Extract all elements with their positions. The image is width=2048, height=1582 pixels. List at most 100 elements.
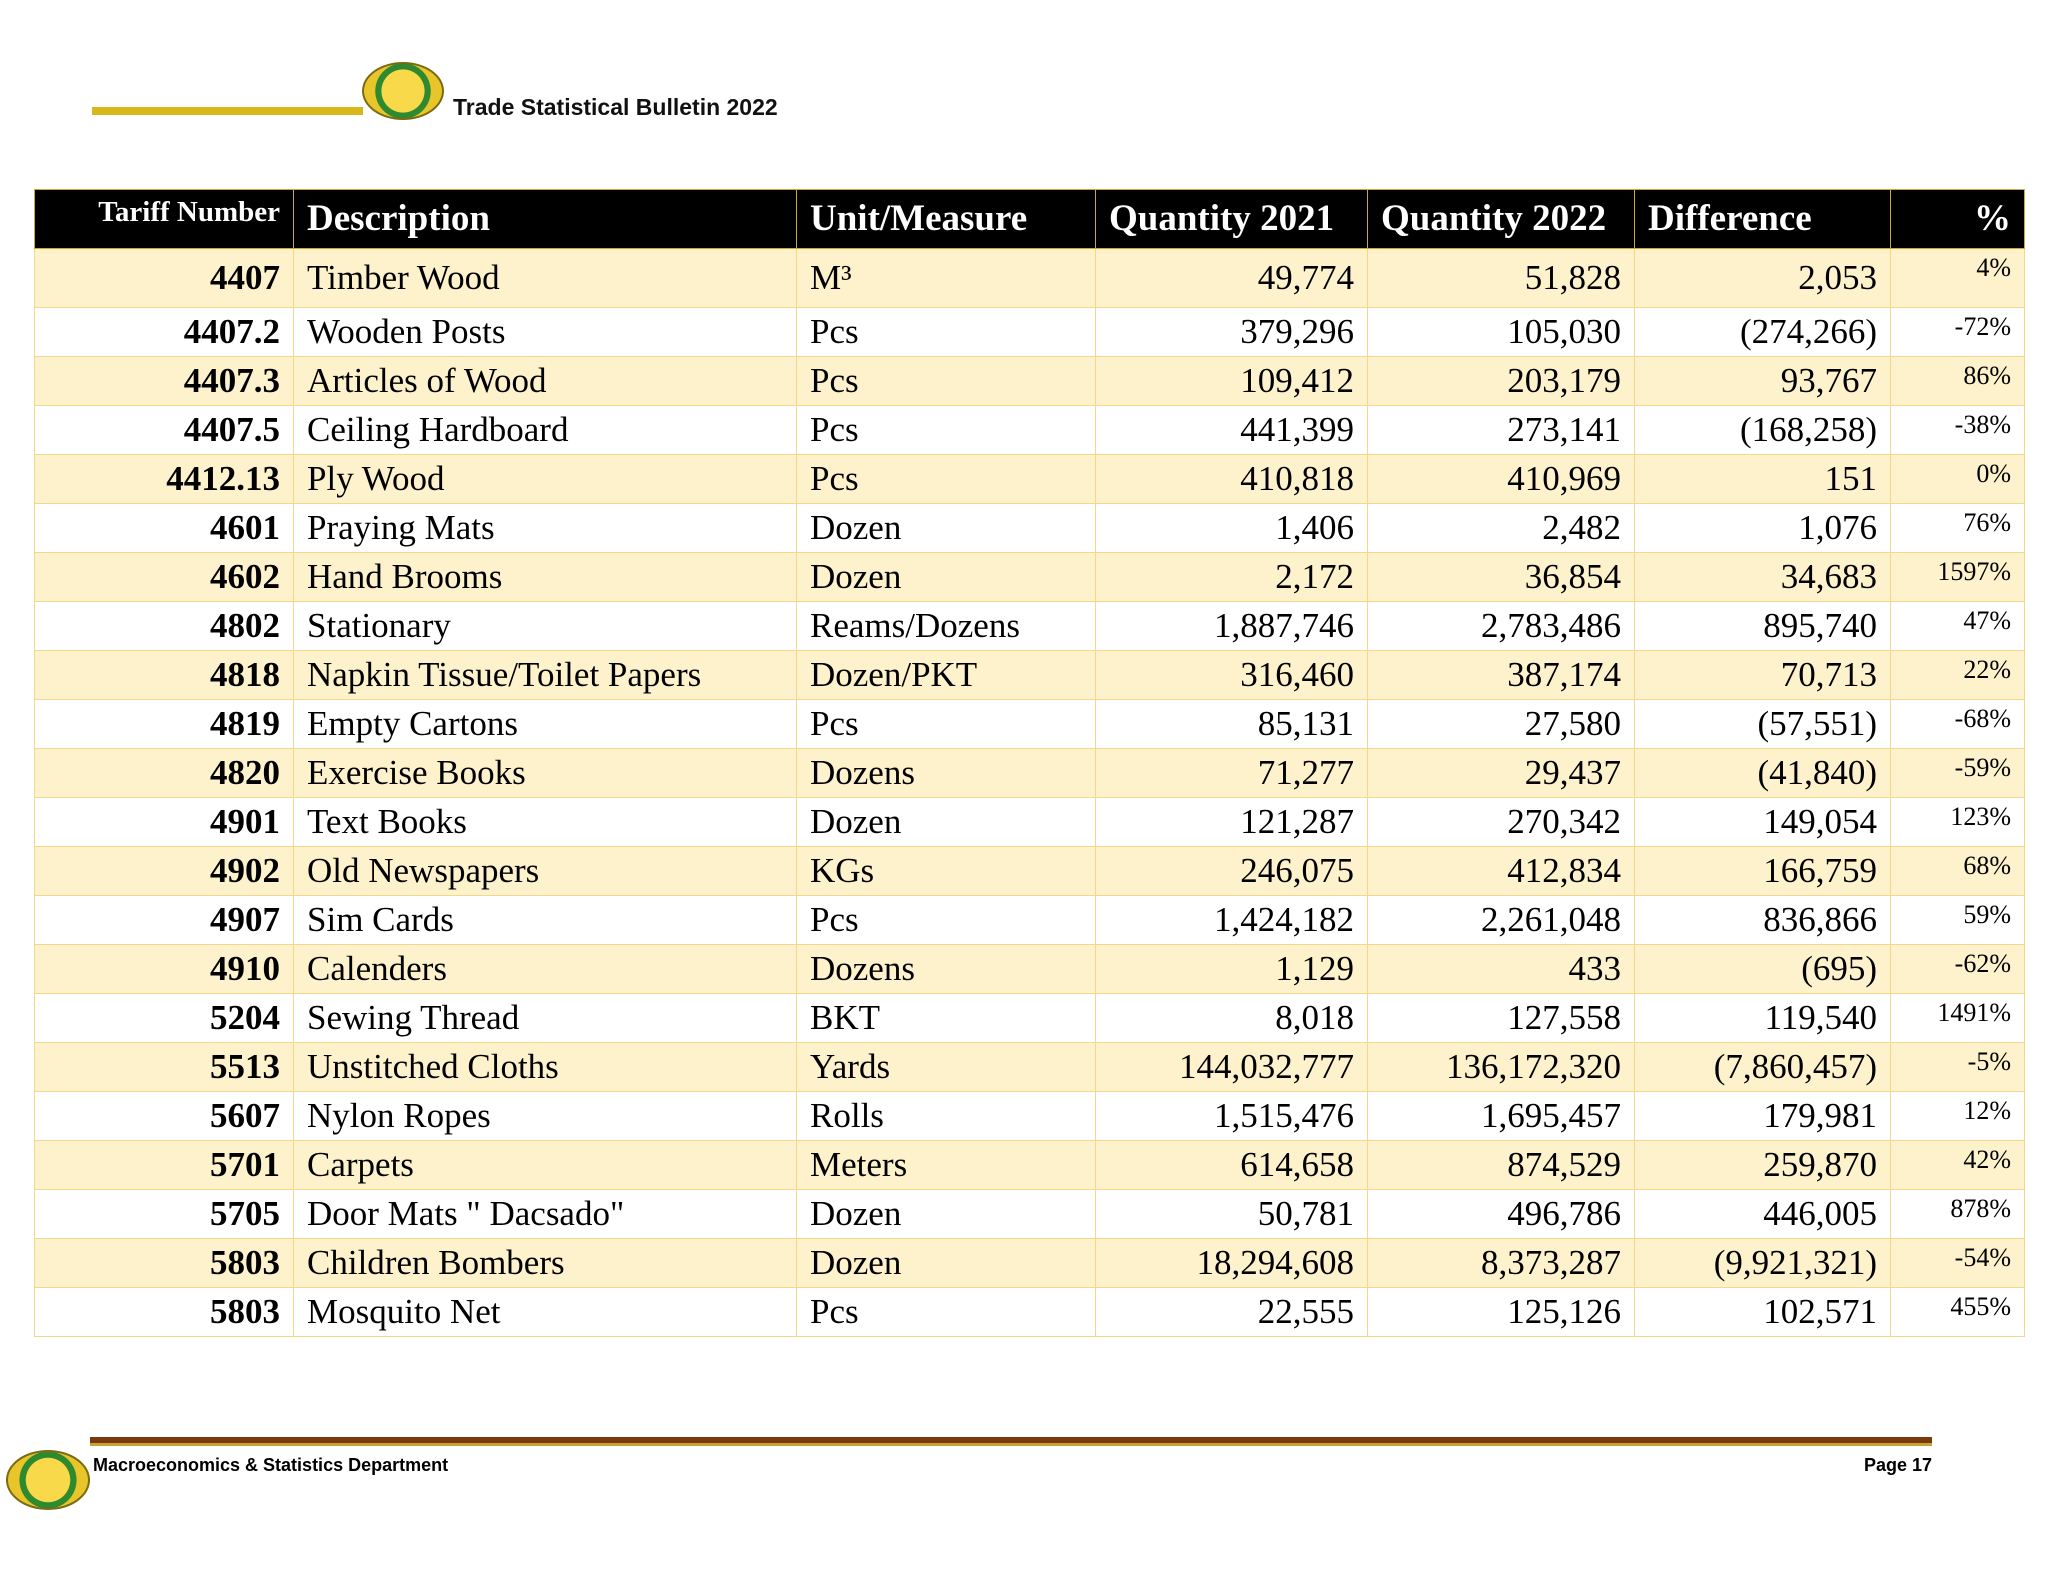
table-cell: 42%	[1890, 1140, 2025, 1190]
table-cell: 4802	[34, 601, 294, 651]
table-cell: Carpets	[293, 1140, 797, 1190]
table-cell: Yards	[796, 1042, 1096, 1092]
column-header: Unit/Measure	[796, 189, 1096, 249]
table-cell: -38%	[1890, 405, 2025, 455]
table-cell: Napkin Tissue/Toilet Papers	[293, 650, 797, 700]
table-row: 4820 Exercise Books Dozens 71,277 29,437 (41,…	[34, 748, 2025, 798]
table-cell: Pcs	[796, 895, 1096, 945]
table-cell: 4819	[34, 699, 294, 749]
table-cell: Old Newspapers	[293, 846, 797, 896]
table-cell: Rolls	[796, 1091, 1096, 1141]
table-cell: Stationary	[293, 601, 797, 651]
table-cell: Sewing Thread	[293, 993, 797, 1043]
table-cell: 1,515,476	[1095, 1091, 1368, 1141]
table-cell: Pcs	[796, 699, 1096, 749]
table-cell: 446,005	[1634, 1189, 1891, 1239]
table-cell: 47%	[1890, 601, 2025, 651]
table-cell: Timber Wood	[293, 248, 797, 308]
column-header: Description	[293, 189, 797, 249]
table-row: 4602 Hand Brooms Dozen 2,172 36,854 34,683 159…	[34, 552, 2025, 602]
table-cell: 8,018	[1095, 993, 1368, 1043]
table-cell: M³	[796, 248, 1096, 308]
table-cell: 259,870	[1634, 1140, 1891, 1190]
table-cell: 2,482	[1367, 503, 1635, 553]
table-cell: 93,767	[1634, 356, 1891, 406]
table-cell: 1,406	[1095, 503, 1368, 553]
table-cell: 5803	[34, 1238, 294, 1288]
table-cell: 22%	[1890, 650, 2025, 700]
table-cell: 0%	[1890, 454, 2025, 504]
table-cell: 119,540	[1634, 993, 1891, 1043]
table-cell: 4%	[1890, 248, 2025, 308]
table-row: 4818 Napkin Tissue/Toilet Papers Dozen/PKT…	[34, 650, 2025, 700]
table-cell: 179,981	[1634, 1091, 1891, 1141]
table-cell: Hand Brooms	[293, 552, 797, 602]
table-cell: 5701	[34, 1140, 294, 1190]
table-row: 4601 Praying Mats Dozen 1,406 2,482 1,076 76%	[34, 503, 2025, 553]
table-row: 5701 Carpets Meters 614,658 874,529 259,870 42…	[34, 1140, 2025, 1190]
table-cell: 441,399	[1095, 405, 1368, 455]
table-cell: 149,054	[1634, 797, 1891, 847]
table-cell: 2,172	[1095, 552, 1368, 602]
column-header: Quantity 2022	[1367, 189, 1635, 249]
table-cell: 316,460	[1095, 650, 1368, 700]
header-row: Tariff Number Description Unit/Measure Quan…	[34, 189, 2025, 249]
table-cell: 109,412	[1095, 356, 1368, 406]
table-cell: 1,695,457	[1367, 1091, 1635, 1141]
table-cell: Dozen	[796, 1238, 1096, 1288]
table-cell: 123%	[1890, 797, 2025, 847]
table-cell: 5204	[34, 993, 294, 1043]
column-header: Tariff Number	[34, 189, 294, 249]
table-cell: 4602	[34, 552, 294, 602]
table-cell: Dozens	[796, 944, 1096, 994]
table-cell: 36,854	[1367, 552, 1635, 602]
table-cell: (41,840)	[1634, 748, 1891, 798]
table-cell: 2,261,048	[1367, 895, 1635, 945]
table-cell: 246,075	[1095, 846, 1368, 896]
table-row: 5803 Children Bombers Dozen 18,294,608 8,373…	[34, 1238, 2025, 1288]
table-cell: Exercise Books	[293, 748, 797, 798]
table-cell: Dozens	[796, 748, 1096, 798]
table-cell: 71,277	[1095, 748, 1368, 798]
table-cell: 5513	[34, 1042, 294, 1092]
table-cell: Dozen	[796, 552, 1096, 602]
table-cell: 2,053	[1634, 248, 1891, 308]
table-cell: Pcs	[796, 454, 1096, 504]
table-row: 4407.2 Wooden Posts Pcs 379,296 105,030 (274,…	[34, 307, 2025, 357]
column-header: Difference	[1634, 189, 1891, 249]
table-cell: -72%	[1890, 307, 2025, 357]
table-cell: Pcs	[796, 405, 1096, 455]
table-cell: Wooden Posts	[293, 307, 797, 357]
table-cell: Ceiling Hardboard	[293, 405, 797, 455]
table-cell: 49,774	[1095, 248, 1368, 308]
table-cell: 1,424,182	[1095, 895, 1368, 945]
table-cell: 1597%	[1890, 552, 2025, 602]
table-cell: -54%	[1890, 1238, 2025, 1288]
table-cell: (57,551)	[1634, 699, 1891, 749]
table-cell: Dozen	[796, 503, 1096, 553]
table-cell: 136,172,320	[1367, 1042, 1635, 1092]
table-cell: 614,658	[1095, 1140, 1368, 1190]
table-cell: -62%	[1890, 944, 2025, 994]
table-cell: 1,887,746	[1095, 601, 1368, 651]
table-cell: 68%	[1890, 846, 2025, 896]
table-cell: 410,818	[1095, 454, 1368, 504]
column-header: %	[1890, 189, 2025, 249]
table-cell: 151	[1634, 454, 1891, 504]
footer-rule	[90, 1437, 1932, 1446]
table-cell: 410,969	[1367, 454, 1635, 504]
table-cell: 51,828	[1367, 248, 1635, 308]
table-cell: 4412.13	[34, 454, 294, 504]
table-cell: (695)	[1634, 944, 1891, 994]
table-cell: 22,555	[1095, 1287, 1368, 1337]
table-cell: 29,437	[1367, 748, 1635, 798]
table-cell: Pcs	[796, 307, 1096, 357]
table-cell: 2,783,486	[1367, 601, 1635, 651]
table-cell: 5705	[34, 1189, 294, 1239]
table-cell: Pcs	[796, 356, 1096, 406]
table-cell: 412,834	[1367, 846, 1635, 896]
table-cell: 455%	[1890, 1287, 2025, 1337]
table-cell: 1,076	[1634, 503, 1891, 553]
table-cell: -68%	[1890, 699, 2025, 749]
